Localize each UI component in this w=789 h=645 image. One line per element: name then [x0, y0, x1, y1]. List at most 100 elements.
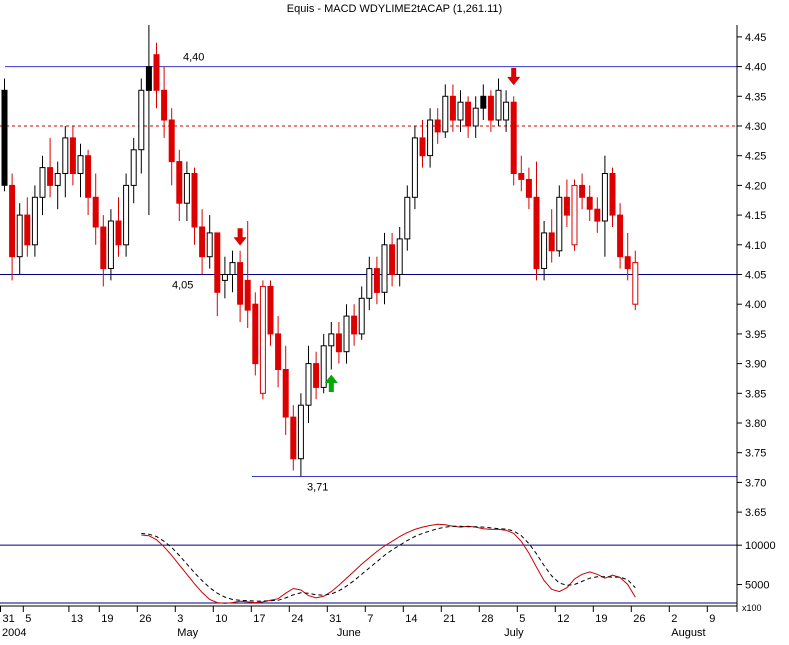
candle	[487, 95, 494, 121]
candle	[533, 196, 540, 270]
red-down-arrow-icon	[233, 228, 247, 246]
candle	[381, 244, 388, 293]
price-tick-label: 4.25	[745, 151, 766, 163]
candle	[594, 208, 601, 222]
candle	[601, 173, 608, 222]
candle	[1, 89, 8, 186]
candle	[510, 101, 517, 174]
axis-multiplier-label: x100	[742, 603, 762, 613]
candle	[556, 196, 563, 252]
indicator-tick-label: 5000	[745, 580, 769, 592]
candle	[343, 315, 350, 353]
candle	[411, 137, 418, 198]
candle	[632, 262, 639, 305]
x-month-label: August	[671, 627, 705, 639]
x-day-label: 7	[367, 613, 373, 625]
candle	[396, 238, 403, 275]
candle	[107, 220, 114, 269]
support-line-405-label: 4,05	[172, 280, 193, 292]
candle	[282, 369, 289, 418]
price-tick-label: 3.95	[745, 329, 766, 341]
price-tick-label: 3.75	[745, 448, 766, 460]
candle	[115, 220, 122, 246]
candle	[297, 404, 304, 460]
candle	[69, 137, 76, 174]
price-tick-label: 3.65	[745, 507, 766, 519]
candle	[214, 232, 221, 293]
candle	[176, 161, 183, 204]
x-month-label: May	[177, 627, 198, 639]
candle	[449, 95, 456, 121]
x-day-label: 2	[671, 613, 677, 625]
candle	[100, 226, 107, 270]
candle	[541, 232, 548, 269]
resistance-line-440-label: 4,40	[183, 52, 204, 64]
candle	[389, 244, 396, 276]
candle	[9, 184, 16, 258]
candle	[92, 196, 99, 228]
candle	[145, 66, 152, 91]
red-down-arrow-icon	[507, 67, 521, 86]
x-day-label: 19	[101, 613, 113, 625]
candle	[206, 232, 213, 258]
price-tick-label: 4.15	[745, 210, 766, 222]
candle	[465, 101, 472, 127]
candle	[275, 333, 282, 370]
candle	[62, 137, 69, 174]
candle	[480, 95, 487, 109]
candle	[320, 345, 327, 388]
x-day-label: 14	[405, 613, 417, 625]
candle	[503, 101, 510, 121]
price-tick-label: 3.85	[745, 388, 766, 400]
candle	[358, 297, 365, 335]
price-tick-label: 4.30	[745, 121, 766, 133]
x-day-label: 3	[177, 613, 183, 625]
x-day-label: 9	[709, 613, 715, 625]
candle	[191, 173, 198, 228]
price-tick-label: 4.00	[745, 299, 766, 311]
price-tick-label: 4.20	[745, 180, 766, 192]
candle	[47, 167, 54, 186]
price-tick-label: 4.45	[745, 32, 766, 44]
price-tick-label: 4.05	[745, 270, 766, 282]
candle	[267, 285, 274, 335]
candle	[518, 173, 525, 180]
candle	[138, 89, 145, 151]
candle	[221, 274, 228, 281]
candle	[434, 119, 441, 133]
macd-line	[141, 523, 636, 604]
x-day-label: 13	[71, 613, 83, 625]
candle	[366, 268, 373, 299]
x-day-label: 17	[253, 613, 265, 625]
candle	[419, 137, 426, 157]
candle	[609, 173, 616, 216]
candle	[77, 155, 84, 174]
candle	[495, 89, 502, 121]
price-tick-label: 4.40	[745, 62, 766, 74]
candle	[161, 89, 168, 121]
x-day-label: 31	[3, 613, 15, 625]
x-day-label: 10	[215, 613, 227, 625]
candle	[16, 214, 23, 258]
candle	[54, 173, 61, 186]
candle	[229, 262, 236, 276]
candle	[571, 184, 578, 246]
candle	[183, 173, 190, 204]
candle	[427, 119, 434, 157]
candle	[305, 363, 312, 406]
candle	[442, 95, 449, 133]
indicator-tick-label: 10000	[745, 540, 776, 552]
x-month-label: July	[504, 627, 524, 639]
candle	[130, 149, 137, 186]
candle	[472, 107, 479, 127]
x-year-label: 2004	[2, 627, 26, 639]
candle	[586, 196, 593, 210]
candle	[24, 214, 31, 246]
candle	[313, 363, 320, 388]
x-day-label: 19	[595, 613, 607, 625]
x-day-label: 26	[633, 613, 645, 625]
candle	[199, 226, 206, 258]
candle	[252, 303, 259, 365]
candle	[237, 262, 244, 305]
